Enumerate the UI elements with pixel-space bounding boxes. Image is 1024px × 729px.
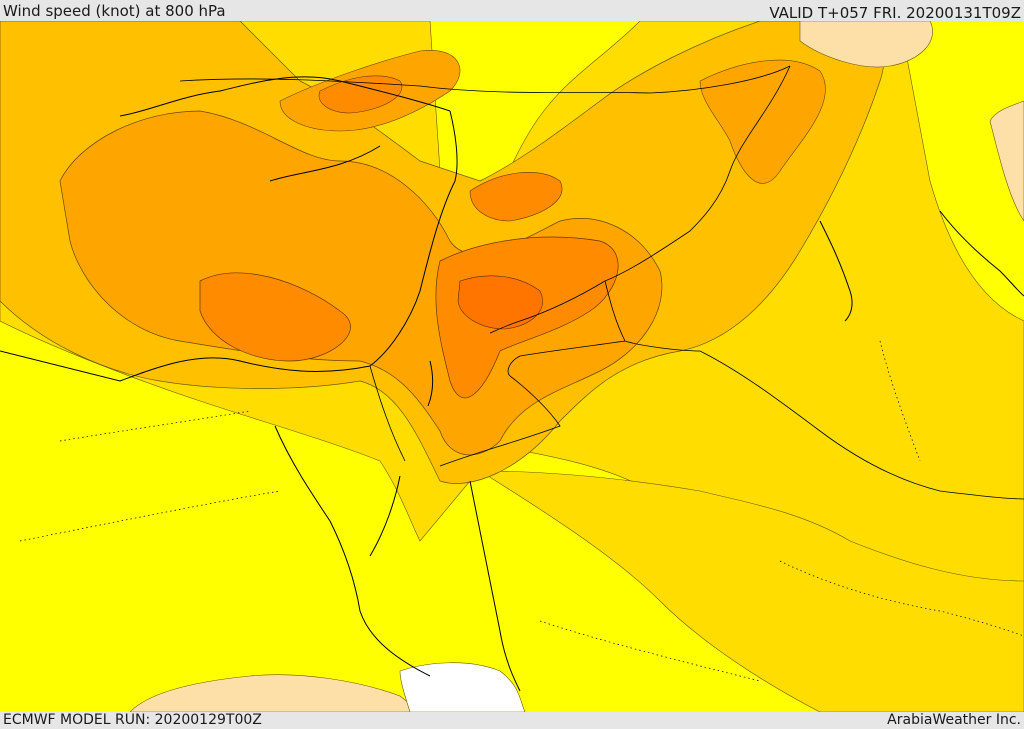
coastlines: [0, 76, 1024, 692]
map-title: Wind speed (knot) at 800 hPa: [3, 2, 226, 20]
internal-borders: [19, 340, 1024, 682]
band-light-southwest: [129, 674, 421, 712]
credit-text: ArabiaWeather Inc.: [887, 712, 1021, 728]
band-light-northeast: [799, 21, 933, 68]
band-calm-south: [399, 662, 526, 712]
band-darkorange-core: [199, 272, 351, 362]
model-run: ECMWF MODEL RUN: 20200129T00Z: [3, 712, 262, 728]
wind-speed-map: [0, 21, 1024, 712]
band-orange-east: [699, 59, 826, 184]
band-strongest-core: [457, 275, 543, 330]
band-darkorange-syria: [469, 172, 563, 222]
band-darkorange-north: [318, 75, 403, 114]
band-amber-southeast: [478, 470, 1024, 712]
country-borders: [179, 65, 1024, 500]
valid-time: VALID T+057 FRI. 20200131T09Z: [769, 4, 1021, 22]
